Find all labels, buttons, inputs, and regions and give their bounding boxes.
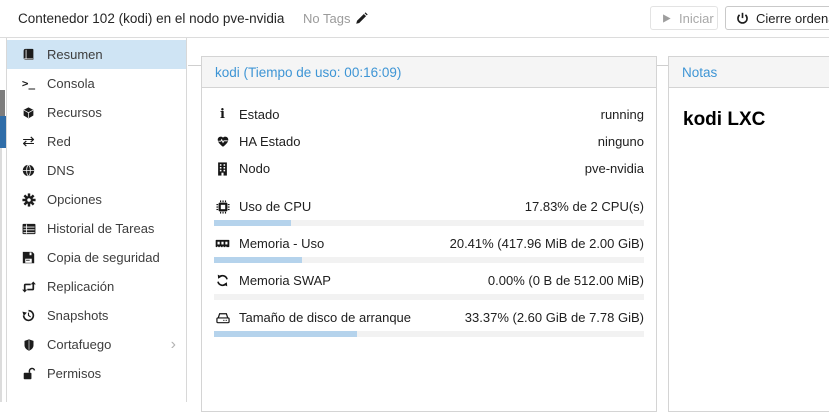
sidebar-item-label: Replicación xyxy=(47,279,115,294)
sidebar-item-opciones[interactable]: Opciones xyxy=(7,185,186,214)
sidebar-item-historial-de-tareas[interactable]: Historial de Tareas xyxy=(7,214,186,243)
no-tags-label: No Tags xyxy=(303,11,351,26)
start-button[interactable]: Iniciar xyxy=(650,6,718,30)
usage-section: Uso de CPU 17.83% de 2 CPU(s) Memoria - … xyxy=(214,196,644,337)
row-value: 17.83% de 2 CPU(s) xyxy=(524,199,644,214)
row-label: Nodo xyxy=(239,161,271,176)
usage-row-cpu: Uso de CPU 17.83% de 2 CPU(s) xyxy=(214,196,644,226)
swap-icon xyxy=(214,274,231,287)
disk-icon xyxy=(214,311,231,324)
play-icon xyxy=(661,13,672,24)
sidebar-item-label: Cortafuego xyxy=(47,337,112,352)
shutdown-button[interactable]: Cierre ordenado xyxy=(725,6,829,30)
status-row-estado: i Estado running xyxy=(214,101,644,128)
sidebar-item-label: Opciones xyxy=(47,192,102,207)
cpu-icon xyxy=(214,199,231,214)
sidebar-item-copia-de-seguridad[interactable]: Copia de seguridad xyxy=(7,243,186,272)
terminal-icon: >_ xyxy=(21,77,36,90)
sidebar-item-label: Recursos xyxy=(47,105,102,120)
cpu-progress-fill xyxy=(214,220,291,226)
history-icon xyxy=(20,309,37,322)
info-icon: i xyxy=(220,107,225,122)
tree-divider xyxy=(0,148,2,402)
row-value: running xyxy=(600,107,644,122)
sidebar-item-red[interactable]: ⇄ Red xyxy=(7,127,186,156)
tags-area[interactable]: No Tags xyxy=(303,11,369,26)
tree-selected-item-edge xyxy=(0,116,6,148)
swap-progress-bar xyxy=(214,294,644,300)
content-area: kodi (Tiempo de uso: 00:16:09) i Estado … xyxy=(188,38,829,412)
memory-progress-bar xyxy=(214,257,644,263)
sidebar-item-cortafuego[interactable]: Cortafuego › xyxy=(7,330,186,359)
status-row-ha-estado: HA Estado ninguno xyxy=(214,128,644,155)
book-icon xyxy=(20,48,37,62)
replication-icon xyxy=(20,281,37,293)
memory-icon xyxy=(214,239,231,249)
notes-panel-header: Notas xyxy=(669,57,829,88)
memory-progress-fill xyxy=(214,257,302,263)
cube-icon xyxy=(20,106,37,120)
sidebar-item-permisos[interactable]: Permisos xyxy=(7,359,186,388)
network-arrows-icon: ⇄ xyxy=(22,133,35,150)
row-value: 0.00% (0 B de 512.00 MiB) xyxy=(487,273,644,288)
floppy-icon xyxy=(20,251,37,264)
row-label: Memoria - Uso xyxy=(239,236,325,251)
window-title: Contenedor 102 (kodi) en el nodo pve-nvi… xyxy=(18,11,285,26)
sidebar-item-recursos[interactable]: Recursos xyxy=(7,98,186,127)
notes-panel-title: Notas xyxy=(682,64,718,80)
gear-icon xyxy=(20,192,37,207)
unlock-icon xyxy=(20,367,37,380)
summary-panel-title: kodi (Tiempo de uso: 00:16:09) xyxy=(215,64,402,80)
notes-panel: Notas kodi LXC xyxy=(668,56,829,412)
row-label: Memoria SWAP xyxy=(239,273,331,288)
building-icon xyxy=(214,161,231,176)
row-value: 33.37% (2.60 GiB de 7.78 GiB) xyxy=(464,310,644,325)
pencil-icon[interactable] xyxy=(355,12,369,25)
cpu-progress-bar xyxy=(214,220,644,226)
usage-row-memory: Memoria - Uso 20.41% (417.96 MiB de 2.00… xyxy=(214,233,644,263)
sidebar-item-snapshots[interactable]: Snapshots xyxy=(7,301,186,330)
bootdisk-progress-fill xyxy=(214,331,358,337)
row-label: Tamaño de disco de arranque xyxy=(239,310,412,325)
row-value: 20.41% (417.96 MiB de 2.00 GiB) xyxy=(449,236,644,251)
sidebar: Resumen >_ Consola Recursos ⇄ Red DNS Op… xyxy=(7,38,187,402)
sidebar-item-label: Historial de Tareas xyxy=(47,221,155,236)
shield-icon xyxy=(20,338,37,352)
bootdisk-progress-bar xyxy=(214,331,644,337)
sidebar-item-label: DNS xyxy=(47,163,75,178)
heartbeat-icon xyxy=(214,135,231,148)
row-label: Estado xyxy=(239,107,280,122)
row-label: Uso de CPU xyxy=(239,199,312,214)
sidebar-item-label: Red xyxy=(47,134,71,149)
sidebar-item-label: Copia de seguridad xyxy=(47,250,160,265)
sidebar-item-replicacion[interactable]: Replicación xyxy=(7,272,186,301)
resource-tree-edge xyxy=(0,38,7,402)
summary-panel-header: kodi (Tiempo de uso: 00:16:09) xyxy=(202,57,656,88)
tree-item-fragment xyxy=(0,90,5,116)
notes-panel-body[interactable]: kodi LXC xyxy=(669,88,829,143)
sidebar-item-label: Consola xyxy=(47,76,95,91)
globe-icon xyxy=(20,164,37,177)
sidebar-item-consola[interactable]: >_ Consola xyxy=(7,69,186,98)
sidebar-item-label: Snapshots xyxy=(47,308,109,323)
row-value: pve-nvidia xyxy=(584,161,644,176)
sidebar-item-label: Resumen xyxy=(47,47,103,62)
row-value: ninguno xyxy=(597,134,644,149)
usage-row-bootdisk: Tamaño de disco de arranque 33.37% (2.60… xyxy=(214,307,644,337)
power-icon xyxy=(736,12,749,25)
sidebar-item-resumen[interactable]: Resumen xyxy=(7,40,186,69)
sidebar-item-label: Permisos xyxy=(47,366,102,381)
notes-content: kodi LXC xyxy=(683,109,766,130)
summary-panel-body: i Estado running HA Estado ninguno Nodo … xyxy=(202,88,656,357)
task-list-icon xyxy=(20,223,37,235)
top-bar: Contenedor 102 (kodi) en el nodo pve-nvi… xyxy=(0,0,829,38)
summary-panel: kodi (Tiempo de uso: 00:16:09) i Estado … xyxy=(201,56,657,412)
sidebar-item-dns[interactable]: DNS xyxy=(7,156,186,185)
status-row-nodo: Nodo pve-nvidia xyxy=(214,155,644,182)
usage-row-swap: Memoria SWAP 0.00% (0 B de 512.00 MiB) xyxy=(214,270,644,300)
row-label: HA Estado xyxy=(239,134,301,149)
chevron-right-icon: › xyxy=(170,335,176,353)
